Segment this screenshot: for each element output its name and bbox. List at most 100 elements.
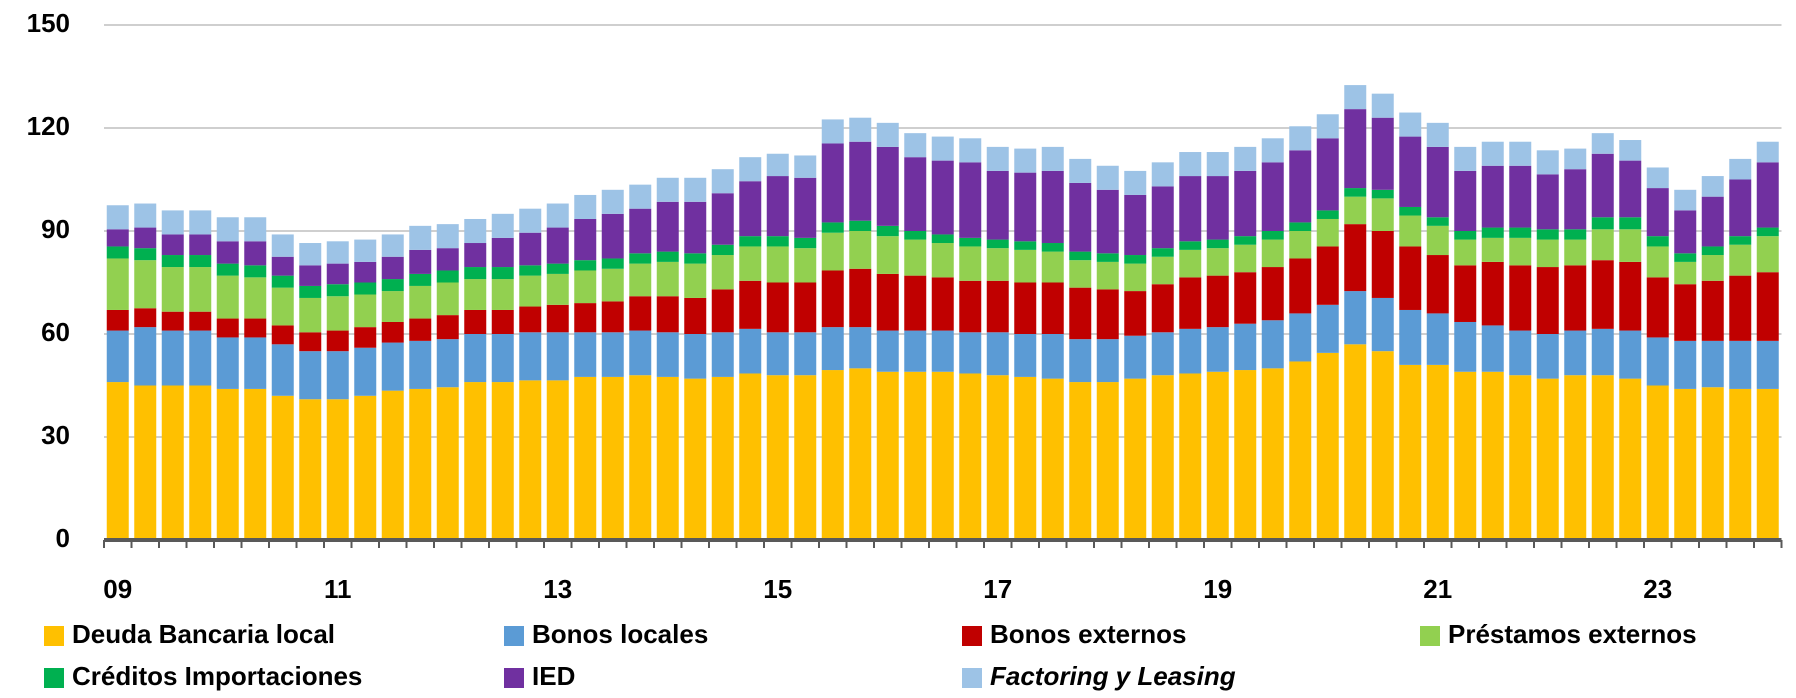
bar-segment	[216, 388, 239, 540]
bar-segment	[931, 160, 954, 235]
bar-segment	[1701, 280, 1724, 341]
y-tick-label: 0	[56, 523, 70, 553]
bar-segment	[381, 321, 404, 343]
bar-segment	[1426, 255, 1449, 314]
bar-segment	[794, 177, 817, 238]
bar-segment	[711, 332, 734, 377]
bar-segment	[656, 296, 679, 333]
bar-segment	[1481, 261, 1504, 326]
bar-segment	[1041, 243, 1064, 252]
bar-segment	[1756, 388, 1779, 540]
bar-segment	[1701, 255, 1724, 281]
bar-segment	[1206, 176, 1229, 240]
bar-segment	[1234, 370, 1257, 540]
bar-segment	[1536, 239, 1559, 268]
bar-segment	[244, 318, 267, 338]
bar-segment	[1179, 373, 1202, 540]
bar-segment	[326, 296, 349, 331]
bar-segment	[1096, 165, 1119, 190]
bar-segment	[876, 122, 899, 147]
bar-segment	[436, 224, 459, 249]
bar-segment	[629, 296, 652, 331]
bar-segment	[574, 332, 597, 377]
bar-segment	[1371, 93, 1394, 118]
bar-segment	[1014, 172, 1037, 242]
bar-segment	[1344, 291, 1367, 345]
bar-segment	[1591, 229, 1614, 261]
bar-segment	[1454, 265, 1477, 322]
bar-segment	[1206, 327, 1229, 372]
bar-segment	[1124, 263, 1147, 292]
bar-segment	[491, 279, 514, 310]
bar-segment	[876, 236, 899, 274]
bar-segment	[1261, 239, 1284, 268]
y-tick-label: 150	[27, 8, 70, 38]
bar-segment	[849, 327, 872, 369]
bar-segment	[766, 176, 789, 237]
bar-segment	[106, 229, 129, 247]
bar-segment	[354, 327, 377, 348]
bar-segment	[1619, 217, 1642, 230]
bar-segment	[161, 311, 184, 331]
bar-segment	[574, 260, 597, 271]
bar-segment	[1344, 196, 1367, 225]
bar-segment	[244, 265, 267, 278]
x-tick-label: 19	[1203, 574, 1232, 604]
legend-label: Deuda Bancaria local	[72, 619, 335, 649]
x-tick-label: 13	[543, 574, 572, 604]
bar-segment	[409, 318, 432, 341]
bar-segment	[1179, 249, 1202, 278]
bar-segment	[931, 371, 954, 540]
bar-segment	[1509, 227, 1532, 238]
bar-segment	[1701, 387, 1724, 540]
bar-segment	[1536, 334, 1559, 379]
bar-segment	[1261, 162, 1284, 231]
bar-segment	[986, 146, 1009, 171]
bar-segment	[1564, 229, 1587, 240]
bar-segment	[1234, 170, 1257, 237]
bar-segment	[574, 303, 597, 333]
bar-segment	[931, 330, 954, 372]
bar-segment	[711, 255, 734, 290]
bar-segment	[1399, 246, 1422, 310]
bar-segment	[409, 225, 432, 250]
bar-segment	[986, 375, 1009, 540]
bar-segment	[1234, 272, 1257, 324]
bar-segment	[766, 282, 789, 333]
bar-segment	[1674, 253, 1697, 262]
bar-segment	[821, 327, 844, 371]
bar-segment	[1096, 253, 1119, 262]
bar-segment	[1399, 309, 1422, 365]
bar-segment	[1261, 138, 1284, 163]
bar-segment	[1014, 282, 1037, 334]
bar-segment	[1646, 246, 1669, 278]
bar-segment	[1509, 330, 1532, 376]
bar-segment	[1591, 153, 1614, 218]
x-tick-label: 09	[103, 574, 132, 604]
bar-segment	[766, 153, 789, 177]
bar-segment	[546, 203, 569, 228]
bar-segment	[409, 340, 432, 389]
bar-segment	[766, 236, 789, 247]
bar-segment	[244, 217, 267, 242]
bar-segment	[271, 325, 294, 345]
bar-segment	[656, 201, 679, 252]
bar-segment	[189, 385, 212, 540]
bar-segment	[711, 289, 734, 333]
bar-segment	[1014, 376, 1037, 540]
bar-segment	[1619, 229, 1642, 262]
bar-segment	[656, 251, 679, 262]
bar-segment	[354, 395, 377, 540]
bar-segment	[986, 280, 1009, 333]
bar-segment	[904, 371, 927, 540]
bar-segment	[1509, 165, 1532, 228]
bar-segment	[821, 119, 844, 144]
bar-segment	[491, 382, 514, 540]
bar-segment	[656, 376, 679, 540]
y-tick-label: 120	[27, 111, 70, 141]
bar-segment	[1261, 267, 1284, 321]
bar-segment	[244, 241, 267, 266]
bar-segment	[354, 282, 377, 295]
bar-segment	[299, 265, 322, 286]
bar-segment	[189, 311, 212, 331]
